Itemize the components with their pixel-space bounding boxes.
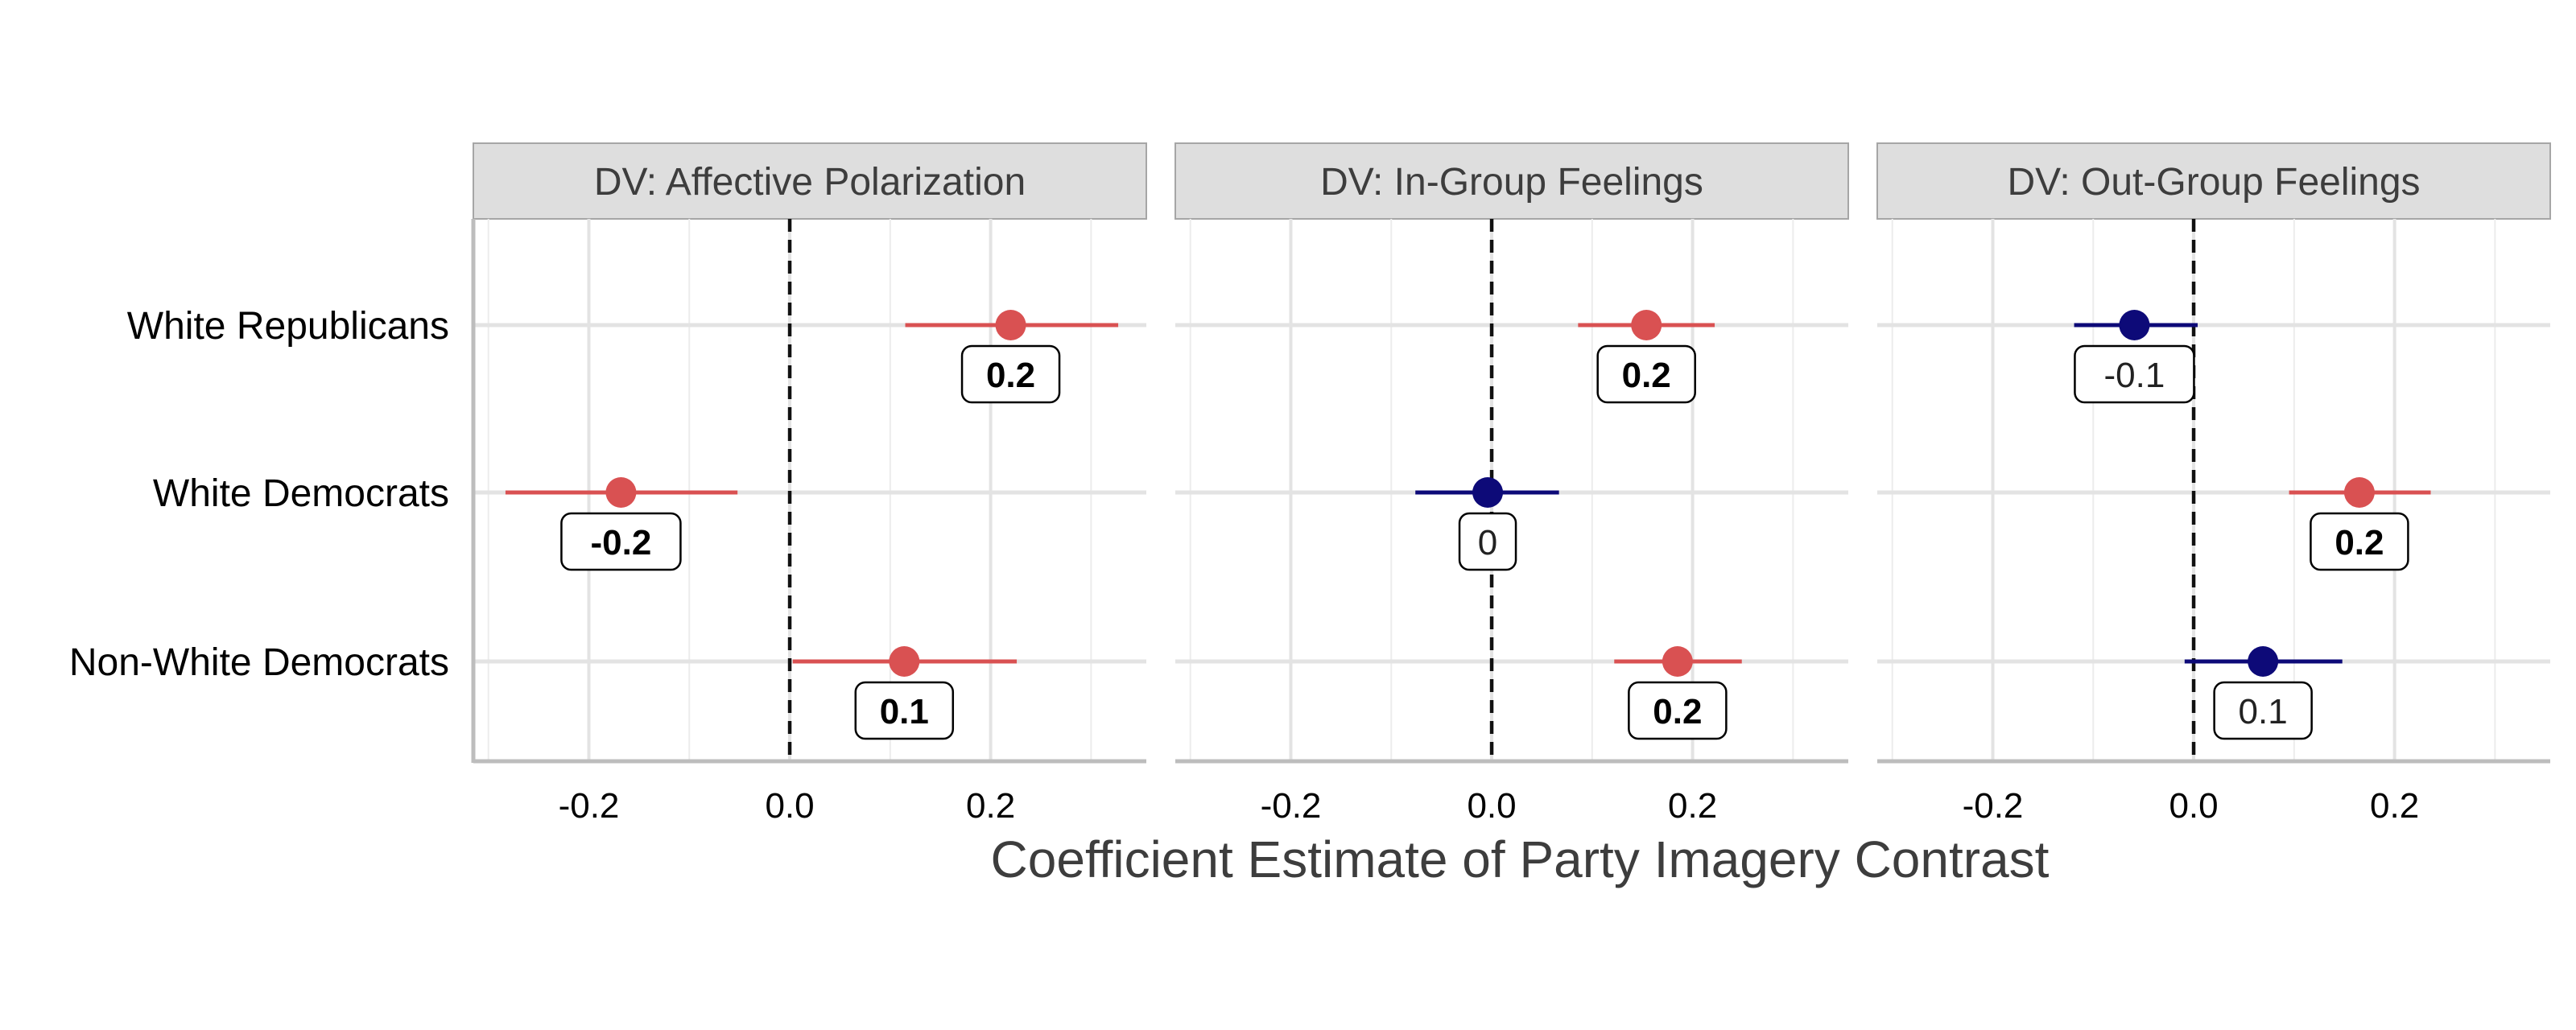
point-estimate bbox=[995, 310, 1026, 340]
x-tick-label: 0.2 bbox=[966, 786, 1015, 826]
value-label-box bbox=[560, 512, 682, 571]
value-label: 0.2 bbox=[1622, 356, 1671, 395]
value-label: 0 bbox=[1478, 523, 1497, 562]
point-estimate bbox=[889, 646, 920, 677]
value-label-box bbox=[2213, 681, 2313, 740]
panel-strip bbox=[1876, 142, 2551, 220]
panel-strip bbox=[473, 142, 1147, 220]
x-axis-title: Coefficient Estimate of Party Imagery Co… bbox=[991, 830, 2050, 888]
value-label-box bbox=[854, 681, 955, 740]
point-estimate bbox=[1662, 646, 1693, 677]
panel-1: DV: Affective Polarization -0.2 0.0 0.2 0.2 -… bbox=[471, 142, 1147, 826]
y-category-label: Non-White Democrats bbox=[69, 641, 449, 684]
value-label: 0.1 bbox=[880, 692, 929, 731]
y-category-label: White Republicans bbox=[127, 305, 449, 348]
value-label-box bbox=[2310, 512, 2409, 571]
value-label-box bbox=[1596, 344, 1696, 404]
value-label-box bbox=[1628, 681, 1728, 740]
y-category-label: White Democrats bbox=[153, 472, 449, 515]
x-tick-label: -0.2 bbox=[1963, 786, 2024, 826]
panel-title: DV: Out-Group Feelings bbox=[2007, 161, 2420, 204]
value-label-box bbox=[1458, 512, 1517, 571]
value-label-box bbox=[2074, 344, 2195, 404]
x-tick-label: -0.2 bbox=[559, 786, 620, 826]
value-label-box bbox=[960, 344, 1061, 404]
point-estimate bbox=[2248, 646, 2279, 677]
x-tick-label: 0.0 bbox=[1467, 786, 1516, 826]
x-tick-label: -0.2 bbox=[1261, 786, 1322, 826]
value-label: 0.2 bbox=[986, 356, 1035, 395]
panel-3: DV: Out-Group Feelings -0.2 0.0 0.2 -0.1 0.2 0… bbox=[1876, 142, 2551, 826]
x-tick-label: 0.2 bbox=[2370, 786, 2419, 826]
panel-strip bbox=[1174, 142, 1849, 220]
value-label: 0.1 bbox=[2239, 692, 2288, 731]
point-estimate bbox=[1631, 310, 1662, 340]
y-axis-labels: White Republicans White Democrats Non-Whit… bbox=[69, 305, 449, 684]
point-estimate bbox=[2343, 477, 2375, 508]
x-tick-label: 0.0 bbox=[765, 786, 814, 826]
panel-2: DV: In-Group Feelings -0.2 0.0 0.2 0.2 0 0.2 bbox=[1174, 142, 1849, 826]
value-label: 0.2 bbox=[1653, 692, 1702, 731]
x-tick-label: 0.0 bbox=[2169, 786, 2218, 826]
point-estimate bbox=[1472, 477, 1504, 508]
panels: DV: Affective Polarization -0.2 0.0 0.2 0.2 -… bbox=[471, 142, 2551, 826]
x-tick-label: 0.2 bbox=[1668, 786, 1717, 826]
panel-title: DV: In-Group Feelings bbox=[1320, 161, 1703, 204]
value-label: -0.2 bbox=[591, 523, 652, 562]
value-label: 0.2 bbox=[2334, 523, 2384, 562]
point-estimate bbox=[2119, 310, 2150, 340]
point-estimate bbox=[605, 477, 637, 508]
panel-title: DV: Affective Polarization bbox=[594, 161, 1026, 204]
value-label: -0.1 bbox=[2104, 356, 2165, 395]
